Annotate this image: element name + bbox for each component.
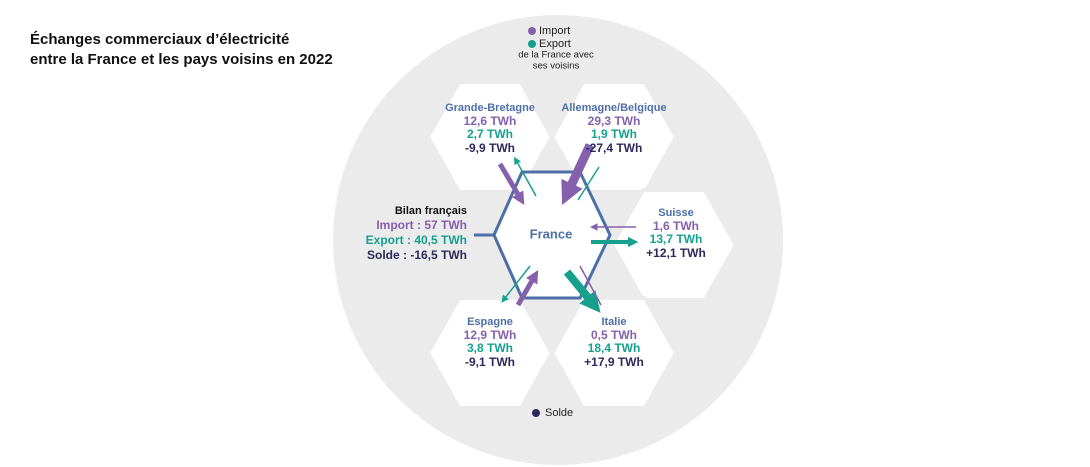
neighbor-export: 18,4 TWh [588,341,641,355]
import-arrow [515,269,539,307]
neighbor-name: Espagne [467,316,513,328]
import-arrow [561,143,595,205]
neighbor-name: Italie [601,316,626,328]
legend-dot [528,27,536,35]
bilan-title: Bilan français [395,205,467,217]
neighbor-solde: -27,4 TWh [586,141,643,155]
legend-dot [532,409,540,417]
neighbor-name: Allemagne/Belgique [561,102,666,114]
neighbor-import: 29,3 TWh [588,114,641,128]
export-arrow [514,156,537,197]
title-line: entre la France et les pays voisins en 2… [30,51,333,68]
neighbor-name: Suisse [658,207,693,219]
neighbor-solde: +17,9 TWh [584,355,644,369]
bilan-export: Export : 40,5 TWh [366,233,467,247]
legend-dot [528,40,536,48]
neighbor-export: 2,7 TWh [467,127,513,141]
title-line: Échanges commerciaux d’électricité [30,31,289,48]
export-arrow [501,265,531,303]
legend-note: ses voisins [533,61,580,72]
neighbor-import: 0,5 TWh [591,328,637,342]
neighbor-import: 12,9 TWh [464,328,517,342]
neighbor-export: 13,7 TWh [650,232,703,246]
bilan-import: Import : 57 TWh [376,218,467,232]
export-arrow [563,269,601,313]
neighbor-solde: +12,1 TWh [646,246,706,260]
neighbor-export: 1,9 TWh [591,127,637,141]
neighbor-import: 1,6 TWh [653,219,699,233]
legend-import: Import [539,25,570,37]
neighbor-solde: -9,9 TWh [465,141,515,155]
import-arrow [579,265,602,306]
center-label: France [530,226,573,241]
neighbor-solde: -9,1 TWh [465,355,515,369]
bilan-solde: Solde : -16,5 TWh [367,248,467,262]
legend-solde: Solde [545,407,573,419]
neighbor-import: 12,6 TWh [464,114,517,128]
cell [426,296,554,410]
legend-export: Export [539,38,571,50]
legend-note: de la France avec [518,50,594,61]
arrows [497,143,639,313]
import-arrow [497,162,525,205]
export-arrow [577,166,600,201]
neighbor-name: Grande-Bretagne [445,102,535,114]
neighbor-export: 3,8 TWh [467,341,513,355]
